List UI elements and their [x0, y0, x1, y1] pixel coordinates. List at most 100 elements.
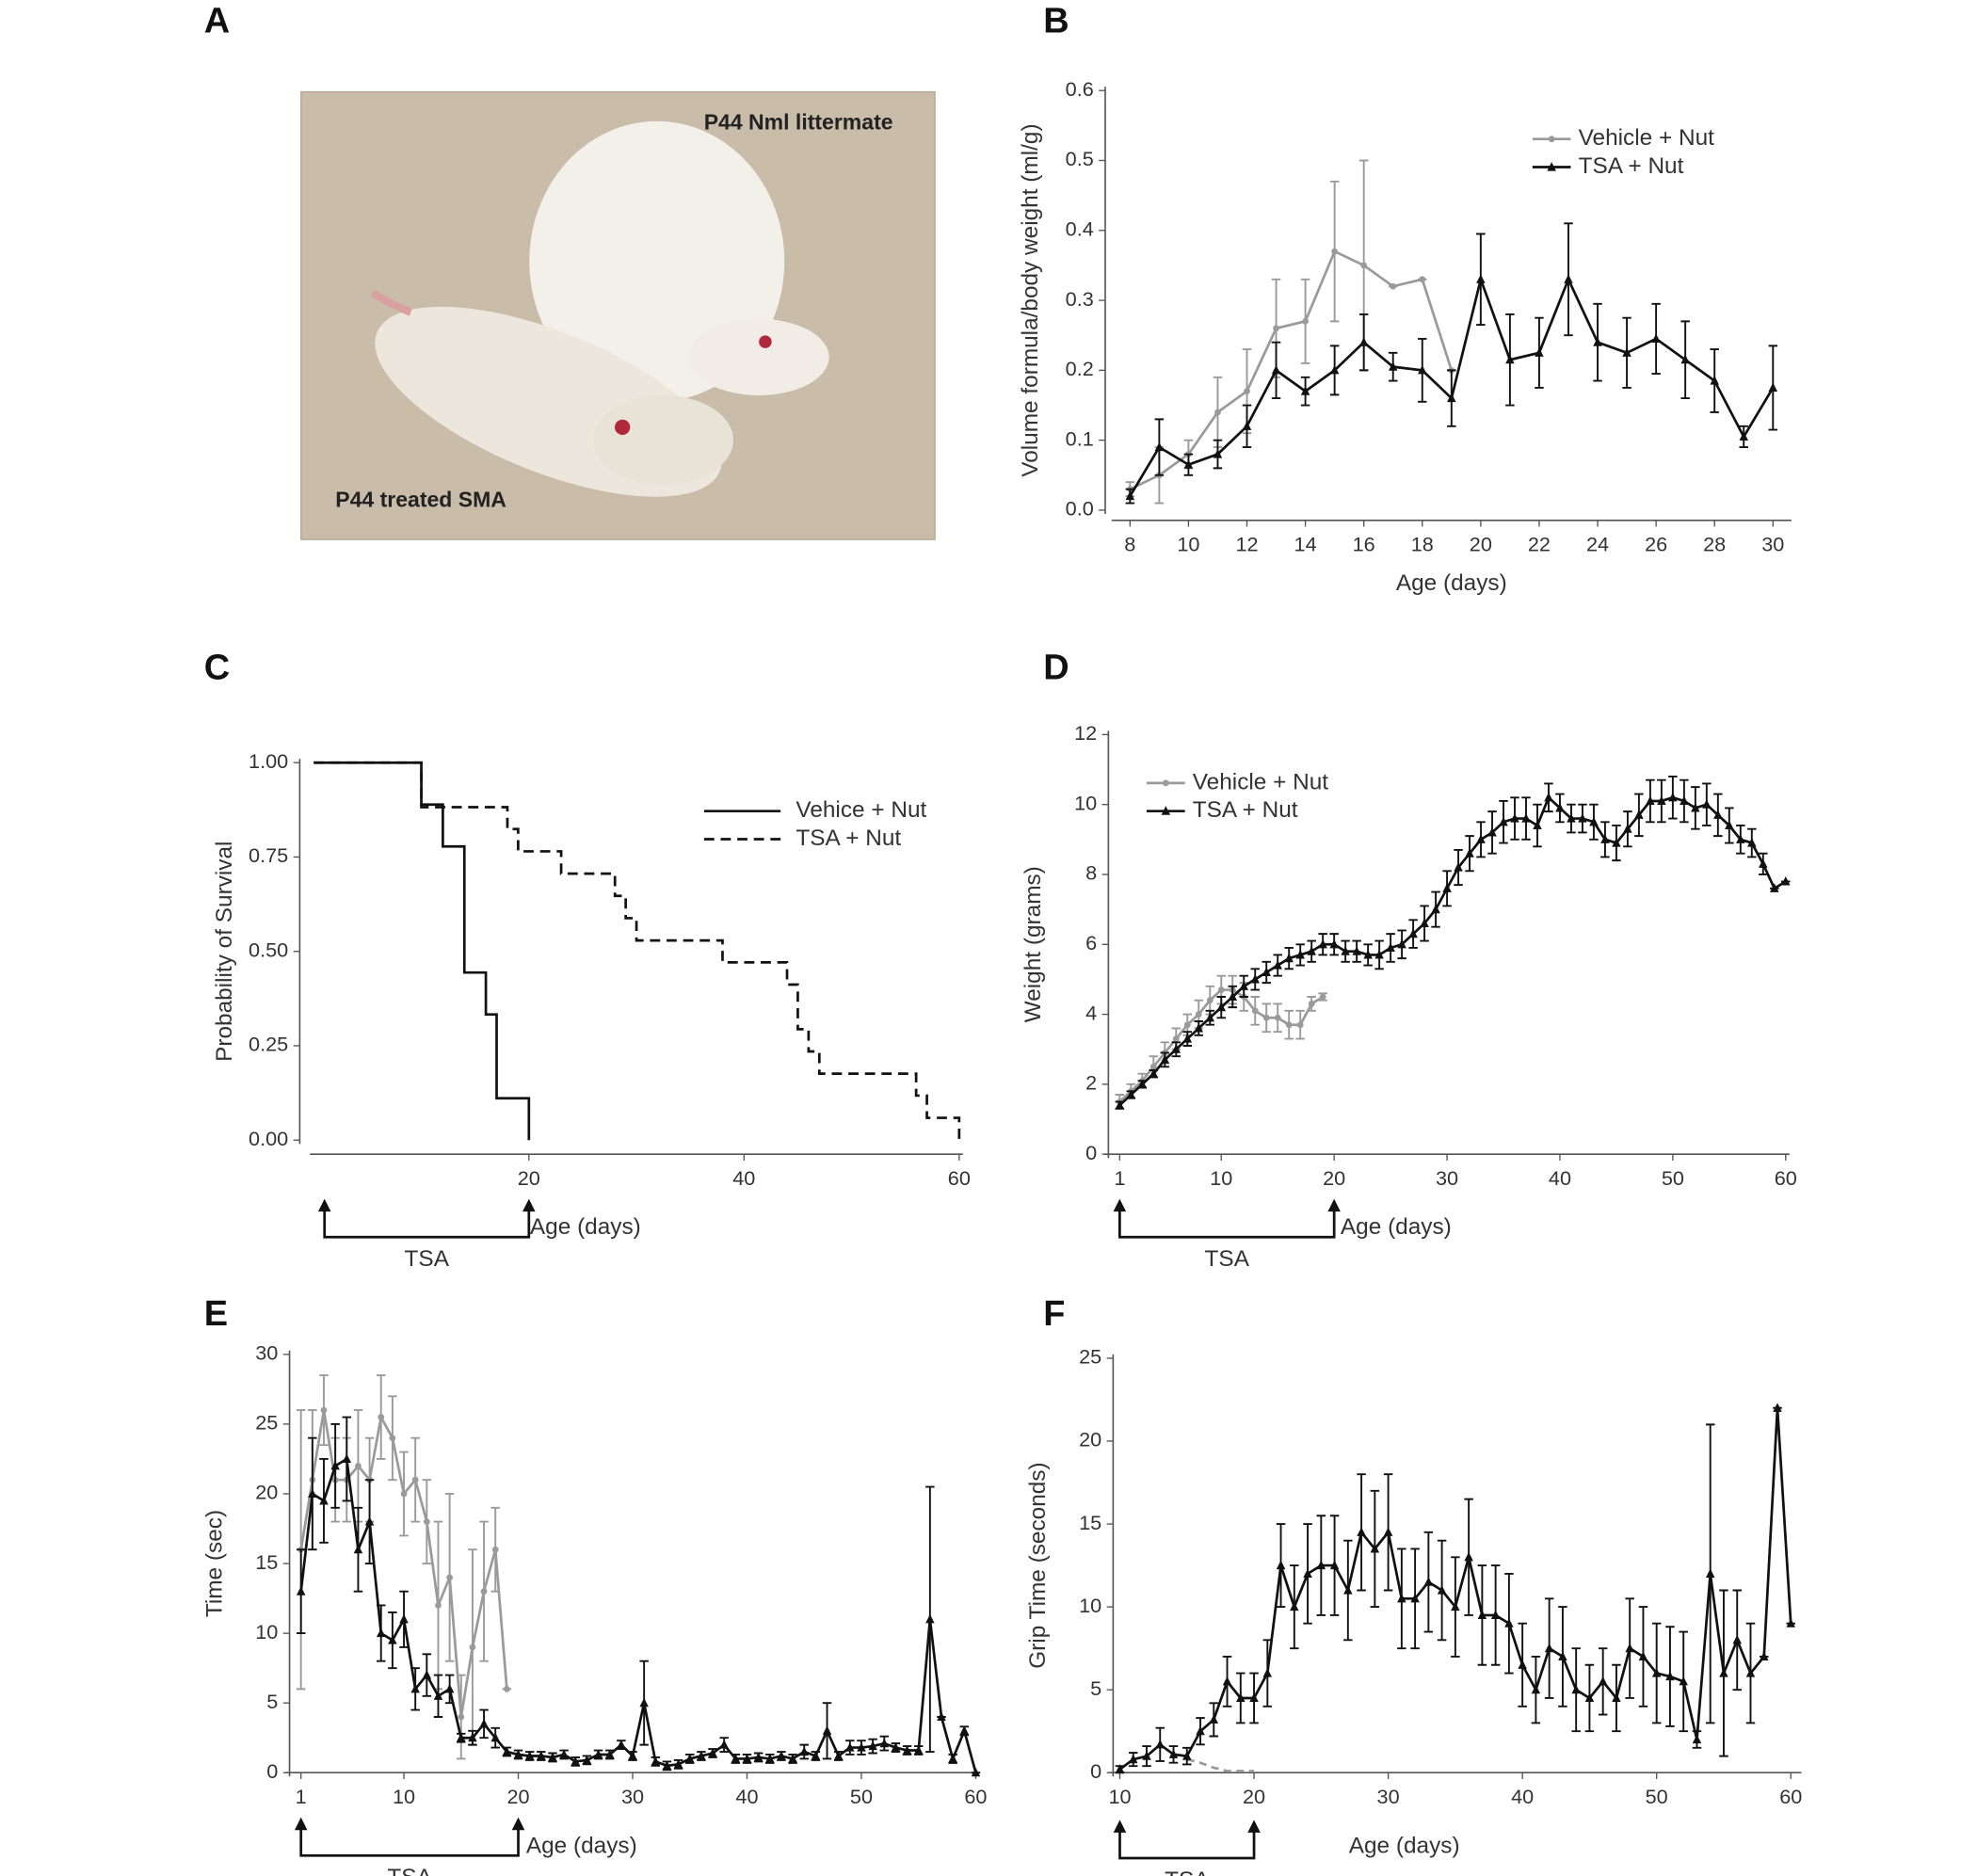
legend-marker	[1548, 136, 1555, 143]
marker	[479, 1718, 489, 1728]
marker	[1732, 1634, 1742, 1644]
marker	[1739, 431, 1748, 441]
marker	[1447, 393, 1456, 403]
marker	[651, 1756, 661, 1766]
marker	[971, 1767, 981, 1777]
marker	[1318, 938, 1327, 949]
marker	[559, 1749, 569, 1759]
marker	[1464, 1551, 1473, 1562]
marker	[1665, 1671, 1675, 1681]
marker	[1250, 974, 1260, 984]
marker	[1705, 1568, 1715, 1578]
marker	[1363, 949, 1373, 959]
marker	[1680, 354, 1690, 364]
y-tick-label: 10	[1074, 791, 1097, 814]
x-tick-label: 20	[518, 1166, 540, 1190]
arrow-head	[522, 1198, 536, 1212]
marker	[799, 1746, 809, 1756]
y-axis-title: Grip Time (seconds)	[1025, 1462, 1051, 1668]
x-tick-label: 30	[1436, 1166, 1458, 1190]
panel-letter: F	[1043, 1294, 1065, 1334]
treatment-bracket	[299, 1823, 520, 1857]
marker	[1274, 1014, 1281, 1021]
marker	[468, 1732, 477, 1742]
marker	[342, 1453, 352, 1464]
marker	[423, 1518, 430, 1525]
series-line	[1129, 249, 1454, 490]
marker	[548, 1752, 557, 1762]
marker	[719, 1740, 729, 1749]
marker	[1533, 820, 1542, 830]
legend-label: Vehicle + Nut	[1579, 125, 1715, 151]
marker	[593, 1749, 603, 1759]
y-tick-label: 20	[255, 1481, 278, 1504]
x-tick-label: 30	[1761, 533, 1784, 556]
marker	[1182, 1034, 1193, 1043]
marker	[1290, 1601, 1299, 1611]
y-tick-label: 0.75	[249, 843, 288, 867]
marker	[1172, 1035, 1180, 1042]
marker	[1759, 858, 1768, 868]
marker	[1418, 364, 1427, 375]
x-tick-label: 60	[964, 1785, 987, 1808]
y-tick-label: 0.5	[1066, 147, 1094, 170]
marker	[1329, 938, 1339, 949]
marker	[1137, 1079, 1148, 1088]
legend-marker	[1547, 162, 1556, 171]
x-tick-label: 20	[1323, 1166, 1345, 1190]
y-tick-label: 0.4	[1066, 217, 1094, 241]
y-tick-label: 0.00	[249, 1127, 288, 1150]
x-tick-label: 50	[1662, 1166, 1684, 1190]
marker	[1273, 960, 1282, 970]
x-tick-label: 10	[393, 1785, 415, 1808]
photo: P44 Nml littermate P44 treated SMA	[300, 90, 936, 540]
marker	[731, 1754, 741, 1763]
marker	[788, 1754, 797, 1763]
marker	[1555, 802, 1565, 812]
x-tick-label: 30	[1377, 1785, 1400, 1808]
mouse-tail	[370, 290, 412, 316]
marker	[503, 1685, 510, 1692]
marker	[1786, 1618, 1795, 1627]
marker	[1651, 333, 1661, 344]
x-tick-label: 20	[506, 1785, 529, 1808]
y-tick-label: 0.6	[1066, 77, 1094, 101]
marker	[1521, 813, 1531, 823]
marker	[1155, 1739, 1165, 1749]
marker	[1646, 795, 1655, 806]
marker	[1770, 883, 1779, 892]
marker	[1442, 883, 1452, 892]
x-tick-label: 12	[1235, 533, 1258, 556]
y-tick-label: 0.50	[249, 938, 288, 961]
treatment-label: TSA	[405, 1246, 450, 1272]
marker	[902, 1745, 912, 1755]
marker	[389, 1435, 396, 1442]
x-tick-label: 1	[1114, 1166, 1125, 1190]
treatment-label: TSA	[387, 1865, 432, 1876]
marker	[833, 1751, 844, 1760]
marker	[1160, 1054, 1170, 1064]
arrow-head	[294, 1817, 308, 1831]
marker	[480, 1588, 488, 1595]
marker	[1154, 441, 1165, 452]
mouse-eye	[759, 335, 772, 348]
y-tick-label: 4	[1085, 1001, 1097, 1024]
y-tick-label: 0.2	[1066, 357, 1094, 380]
arrow-head	[511, 1817, 525, 1831]
marker	[1465, 848, 1474, 858]
marker	[320, 1406, 328, 1414]
marker	[1222, 1676, 1232, 1686]
x-tick-label: 60	[1779, 1785, 1802, 1808]
marker	[1329, 1560, 1340, 1570]
marker	[1242, 421, 1252, 430]
marker	[1759, 1651, 1769, 1661]
marker	[1262, 967, 1271, 977]
y-axis-title: Probability of Survival	[212, 842, 237, 1062]
x-tick-label: 20	[1243, 1785, 1265, 1808]
marker	[1374, 949, 1384, 959]
y-tick-label: 15	[1079, 1511, 1101, 1534]
marker	[1600, 834, 1610, 843]
marker	[1773, 1403, 1782, 1412]
y-axis-title: Time (sec)	[201, 1510, 227, 1617]
